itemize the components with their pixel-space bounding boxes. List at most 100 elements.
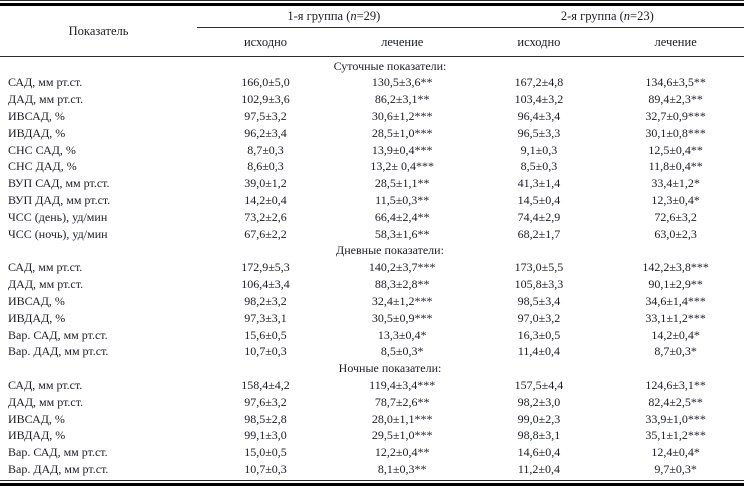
row-label: ИВДАД, % — [8, 310, 66, 325]
table-row: Вар. САД, мм рт.ст. 15,0±0,5 12,2±0,4** 14,… — [0, 445, 744, 462]
value-cell: 12,4±0,4* — [651, 445, 700, 460]
table-row: Вар. САД, мм рт.ст. 15,6±0,5 13,3±0,4* 16,3… — [0, 327, 744, 344]
value-cell: 98,5±3,4 — [517, 293, 561, 308]
value-cell: 32,4±1,2*** — [371, 293, 433, 308]
value-cell: 34,6±1,4*** — [645, 293, 706, 308]
group-1-label-post: =29) — [356, 9, 381, 23]
table-row: ИВДАД, % 96,2±3,4 28,5±1,0*** 96,5±3,3 30,1±… — [0, 125, 744, 142]
value-cell: 63,0±2,3 — [654, 226, 697, 241]
row-label: ДАД, мм рт.ст. — [8, 92, 84, 107]
value-cell: 172,9±5,3 — [241, 260, 290, 275]
value-cell: 158,4±4,2 — [241, 377, 290, 392]
row-label: Вар. ДАД, мм рт.ст. — [8, 462, 109, 477]
rule-gap — [0, 481, 744, 483]
table-row: ИВДАД, % 99,1±3,0 29,5±1,0*** 98,8±3,1 35,1±… — [0, 428, 744, 445]
row-label: Вар. САД, мм рт.ст. — [8, 327, 108, 342]
value-cell: 30,1±0,8*** — [645, 125, 706, 140]
value-cell: 124,6±3,1** — [645, 377, 706, 392]
group-2-label-pre: 2-я группа ( — [560, 9, 624, 23]
table-row: ИВСАД, % 98,2±3,2 32,4±1,2*** 98,5±3,4 34,6±… — [0, 293, 744, 310]
section-header: Суточные показатели: — [333, 58, 447, 73]
section-header: Дневные показатели: — [336, 243, 444, 258]
value-cell: 35,1±1,2*** — [645, 428, 706, 443]
value-cell: 11,4±0,4 — [517, 344, 560, 359]
row-label: ДАД, мм рт.ст. — [8, 394, 84, 409]
value-cell: 58,3±1,6** — [374, 226, 430, 241]
value-cell: 90,1±2,9** — [648, 277, 703, 292]
value-cell: 140,2±3,7*** — [368, 260, 436, 275]
group-1-n-italic: n — [350, 9, 357, 23]
subheader-baseline-1: исходно — [197, 27, 334, 57]
value-cell: 11,5±0,3** — [375, 193, 430, 207]
value-cell: 13,3±0,4* — [377, 327, 427, 342]
value-cell: 12,3±0,4* — [651, 193, 700, 207]
value-cell: 98,5±2,8 — [244, 411, 287, 426]
subheader-treatment-1: лечение — [333, 27, 471, 57]
value-cell: 12,2±0,4** — [374, 445, 430, 460]
table-row: ИВСАД, % 97,5±3,2 30,6±1,2*** 96,4±3,4 32,7±… — [0, 108, 744, 125]
table-row: СНС САД, % 8,7±0,3 13,9±0,4*** 9,1±0,3 12,5±… — [0, 142, 744, 159]
value-cell: 33,1±1,2*** — [645, 310, 706, 325]
table-row: САД, мм рт.ст. 158,4±4,2 119,4±3,4*** 157,5… — [0, 377, 744, 394]
value-cell: 72,6±3,2 — [654, 209, 697, 224]
group-1-header: 1-я группа (n=29) — [197, 6, 471, 28]
row-label: ДАД, мм рт.ст. — [8, 277, 84, 292]
table-row: СНС ДАД, % 8,6±0,3 13,2± 0,4*** 8,5±0,3 11,8… — [0, 159, 744, 176]
row-label: ВУП САД, мм рт.ст. — [8, 176, 110, 191]
value-cell: 82,4±2,5** — [648, 394, 703, 409]
value-cell: 106,4±3,4 — [241, 277, 290, 292]
value-cell: 130,5±3,6** — [371, 75, 433, 90]
value-cell: 97,0±3,2 — [517, 310, 561, 325]
value-cell: 8,1±0,3** — [377, 462, 427, 477]
value-cell: 74,4±2,9 — [517, 209, 561, 224]
value-cell: 8,7±0,3 — [247, 142, 284, 157]
value-cell: 119,4±3,4*** — [369, 377, 436, 392]
table-body: Суточные показатели: САД, мм рт.ст. 166,0±… — [0, 57, 744, 481]
value-cell: 33,9±1,0*** — [645, 411, 706, 426]
value-cell: 99,0±2,3 — [517, 411, 561, 426]
value-cell: 32,7±0,9*** — [645, 108, 706, 123]
value-cell: 97,6±3,2 — [244, 394, 287, 409]
table-row: Вар. ДАД, мм рт.ст. 10,7±0,3 8,1±0,3** 11,2… — [0, 462, 744, 481]
top-thick-rule — [0, 3, 744, 6]
table-row: Вар. ДАД, мм рт.ст. 10,7±0,3 8,5±0,3* 11,4±… — [0, 344, 744, 361]
value-cell: 9,7±0,3* — [654, 462, 697, 477]
value-cell: 78,7±2,6** — [374, 394, 430, 409]
value-cell: 67,6±2,2 — [244, 226, 287, 241]
table-row: ВУП ДАД, мм рт.ст. 14,2±0,4 11,5±0,3** 14,5… — [0, 193, 744, 210]
table-row: ЧСС (ночь), уд/мин 67,6±2,2 58,3±1,6** 68,2… — [0, 226, 744, 243]
value-cell: 39,0±1,2 — [244, 176, 287, 191]
value-cell: 88,3±2,8** — [374, 277, 430, 292]
table-row: ЧСС (день), уд/мин 73,2±2,6 66,4±2,4** 74,4… — [0, 209, 744, 226]
group-1-label-pre: 1-я группа ( — [287, 9, 351, 23]
value-cell: 73,2±2,6 — [244, 209, 287, 224]
row-label: САД, мм рт.ст. — [8, 377, 83, 392]
row-label: ИВДАД, % — [8, 428, 66, 443]
value-cell: 33,4±1,2* — [651, 176, 700, 191]
table-row: САД, мм рт.ст. 172,9±5,3 140,2±3,7*** 173,0… — [0, 260, 744, 277]
value-cell: 98,2±3,2 — [244, 293, 287, 308]
table-row: ВУП САД, мм рт.ст. 39,0±1,2 28,5±1,1** 41,3… — [0, 176, 744, 193]
value-cell: 11,8±0,4** — [648, 159, 703, 174]
value-cell: 8,6±0,3 — [247, 159, 284, 174]
value-cell: 28,5±1,0*** — [371, 125, 433, 140]
value-cell: 13,2± 0,4*** — [370, 159, 434, 174]
value-cell: 10,7±0,3 — [244, 344, 287, 359]
value-cell: 14,6±0,4 — [517, 445, 561, 460]
value-cell: 166,0±5,0 — [241, 75, 290, 90]
subheader-row: исходно лечение исходно лечение — [0, 27, 744, 57]
rule-gap — [0, 1, 744, 3]
value-cell: 96,2±3,4 — [244, 125, 287, 140]
section-row: Дневные показатели: — [0, 243, 744, 260]
table-header: Показатель 1-я группа (n=29) 2-я группа … — [0, 6, 744, 57]
value-cell: 89,4±2,3** — [648, 92, 703, 107]
value-cell: 68,2±1,7 — [517, 226, 561, 241]
group-2-n-italic: n — [623, 9, 631, 23]
value-cell: 15,6±0,5 — [244, 327, 287, 342]
subheader-baseline-2: исходно — [470, 27, 608, 57]
value-cell: 29,5±1,0*** — [371, 428, 433, 443]
value-cell: 14,5±0,4 — [517, 193, 561, 207]
table-row: ДАД, мм рт.ст. 106,4±3,4 88,3±2,8** 105,8±3… — [0, 277, 744, 294]
top-thin-rule — [0, 0, 744, 1]
row-label: ЧСС (день), уд/мин — [8, 209, 108, 224]
